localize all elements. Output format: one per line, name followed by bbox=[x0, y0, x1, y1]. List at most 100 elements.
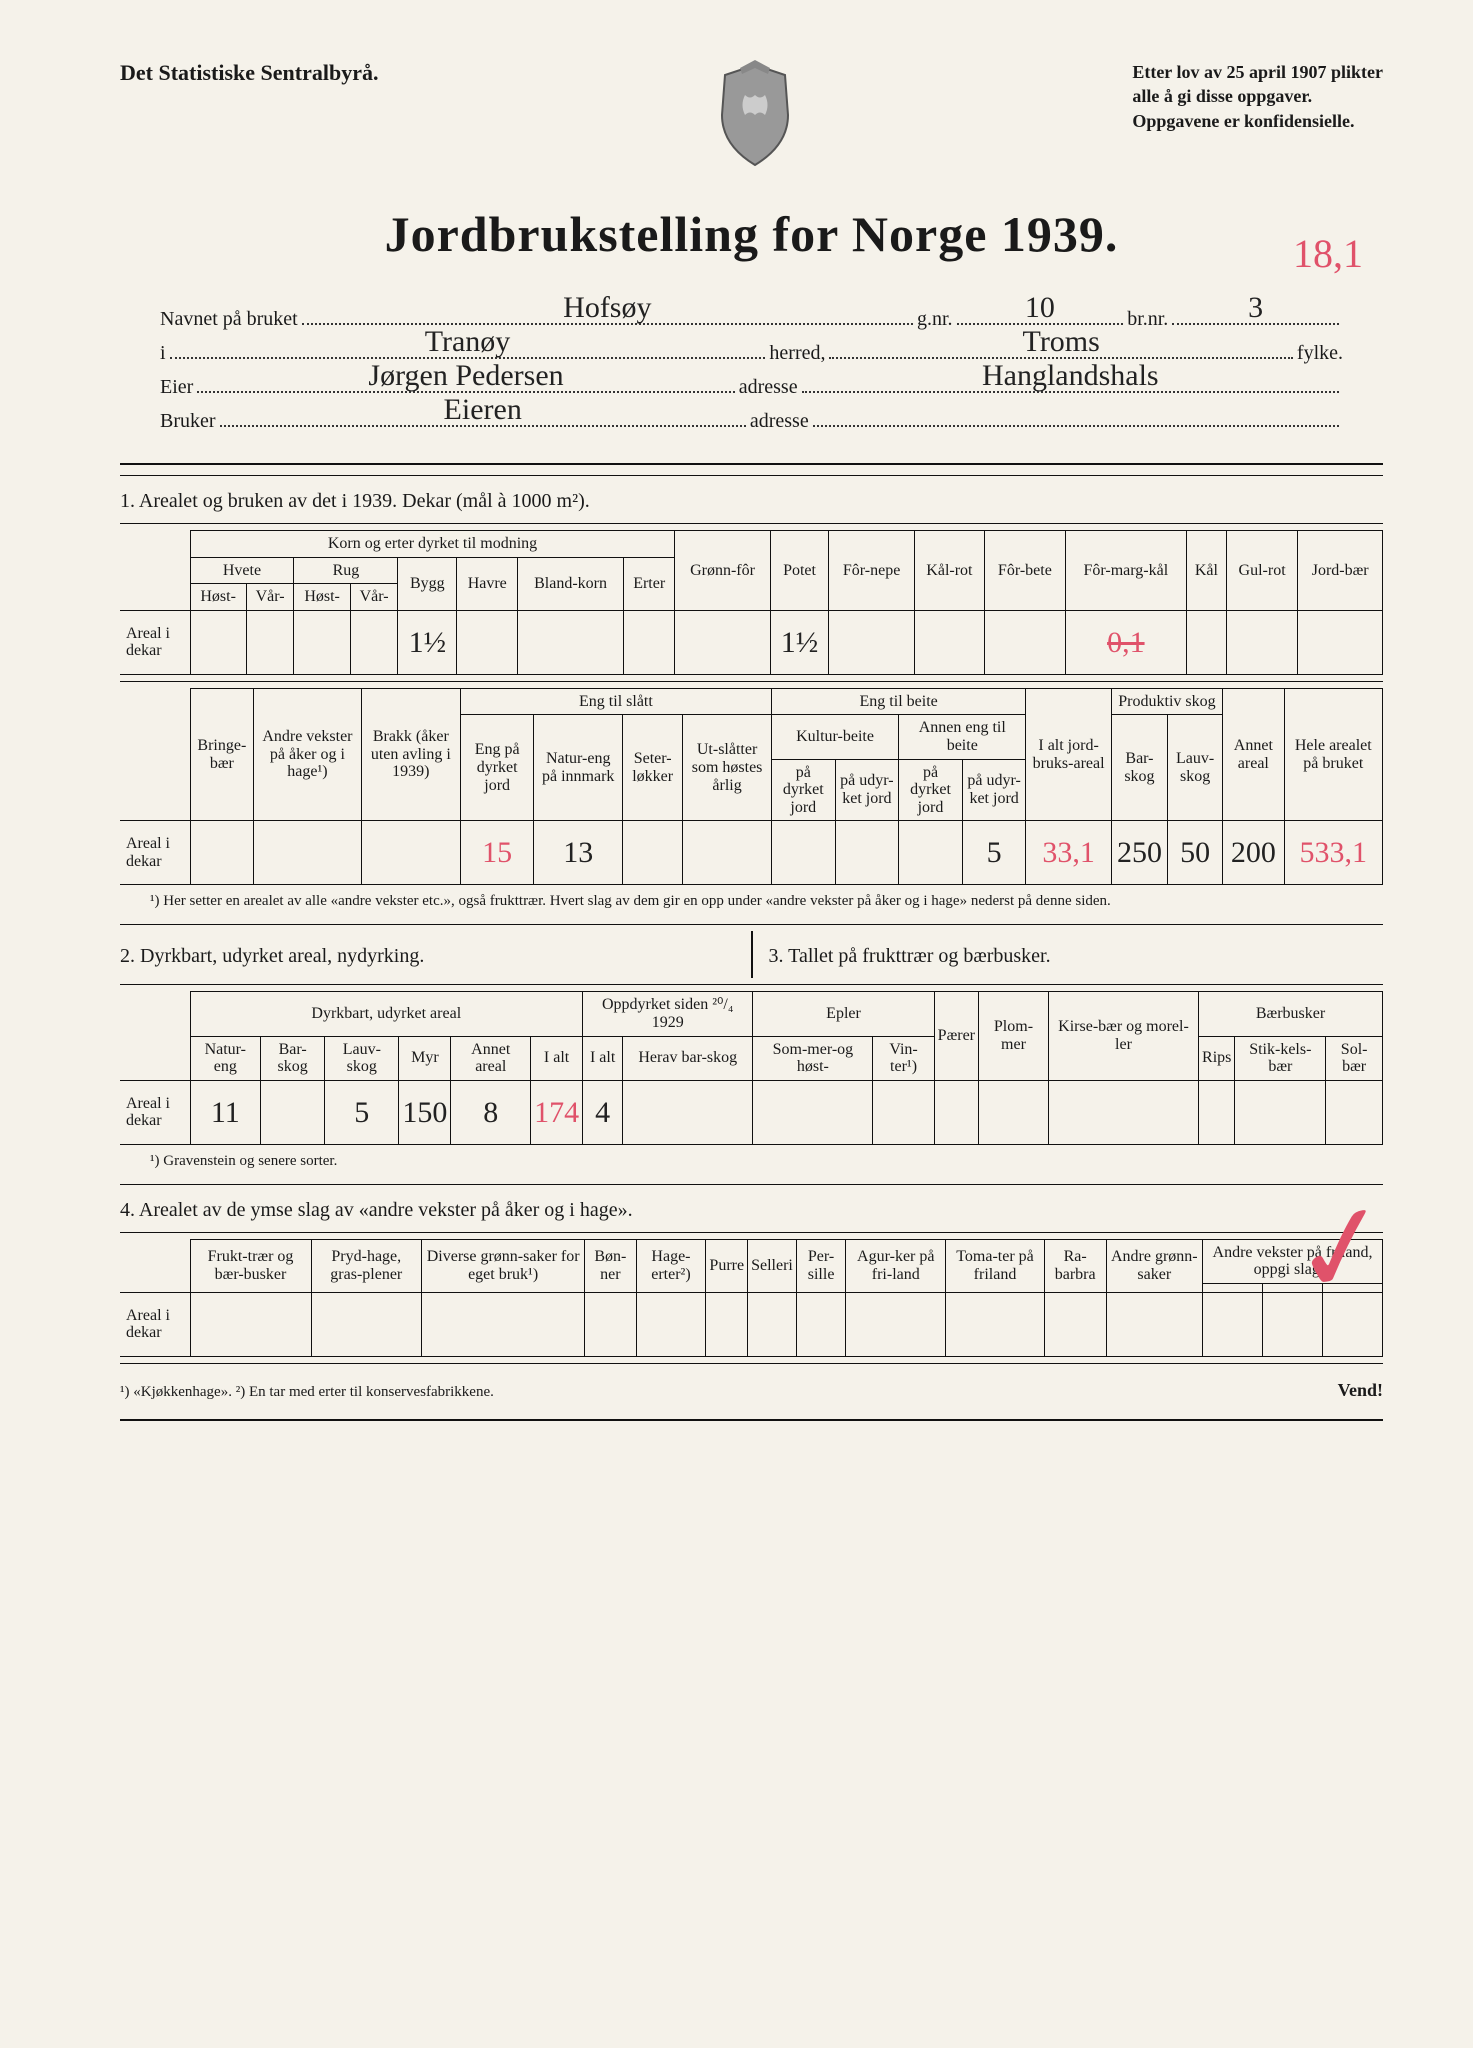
th-oppdyrket: Oppdyrket siden ²⁰/₄ 1929 bbox=[583, 992, 753, 1036]
law-note: Etter lov av 25 april 1907 plikter alle … bbox=[1132, 60, 1383, 133]
th-bonner: Bøn-ner bbox=[585, 1239, 636, 1292]
th-baerbusker: Bærbusker bbox=[1199, 992, 1383, 1036]
bureau-name: Det Statistiske Sentralbyrå. bbox=[120, 60, 378, 86]
footnote-2: ¹) Gravenstein og senere sorter. bbox=[150, 1153, 1383, 1170]
th-rips: Rips bbox=[1199, 1036, 1235, 1080]
th-prodskog: Produktiv skog bbox=[1111, 688, 1222, 715]
red-annotation-top: 18,1 bbox=[1293, 230, 1363, 277]
law-line-2: alle å gi disse oppgaver. bbox=[1132, 84, 1383, 108]
th-solbaer: Sol-bær bbox=[1326, 1036, 1383, 1080]
th-paudyr2: på udyr-ket jord bbox=[962, 759, 1026, 821]
data-oppdyrket: 4 bbox=[595, 1096, 610, 1129]
th-ialt3: I alt bbox=[583, 1036, 623, 1080]
th-purre: Purre bbox=[706, 1239, 748, 1292]
th-havre: Havre bbox=[457, 557, 518, 610]
farm-info-block: Navnet på bruket Hofsøy g.nr. 10 br.nr. … bbox=[160, 303, 1343, 433]
th-natureng: Natur-eng på innmark bbox=[534, 715, 623, 821]
page-title: Jordbrukstelling for Norge 1939. bbox=[120, 205, 1383, 263]
th-hvete: Hvete bbox=[190, 557, 294, 584]
th-utslatter: Ut-slåtter som høstes årlig bbox=[683, 715, 772, 821]
th-natureng2: Natur-eng bbox=[190, 1036, 261, 1080]
data-bygg: 1½ bbox=[409, 626, 447, 659]
label-fylke: fylke. bbox=[1297, 342, 1343, 365]
th-paudyr1: på udyr-ket jord bbox=[835, 759, 899, 821]
data-annet2: 8 bbox=[483, 1096, 498, 1129]
rowlabel-4: Areal i dekar bbox=[120, 1292, 190, 1356]
data-potet: 1½ bbox=[781, 626, 819, 659]
th-lauvskog: Lauv-skog bbox=[1168, 715, 1223, 821]
data-ialt: 33,1 bbox=[1042, 836, 1095, 869]
value-navnet: Hofsøy bbox=[563, 291, 651, 325]
value-i: Tranøy bbox=[425, 325, 511, 359]
th-lauvskog2: Lauv-skog bbox=[325, 1036, 399, 1080]
data-ialt2: 174 bbox=[534, 1096, 579, 1129]
label-eier: Eier bbox=[160, 376, 193, 399]
footnote-1: ¹) Her setter en arealet av alle «andre … bbox=[150, 893, 1383, 910]
th-var2: Vår- bbox=[350, 584, 398, 611]
th-host: Høst- bbox=[190, 584, 246, 611]
data-engpa: 15 bbox=[482, 836, 512, 869]
th-heravbar: Herav bar-skog bbox=[623, 1036, 753, 1080]
th-var: Vår- bbox=[246, 584, 294, 611]
th-kal: Kål bbox=[1186, 531, 1226, 611]
th-engslatt: Eng til slått bbox=[460, 688, 771, 715]
section-2-3-row: 2. Dyrkbart, udyrket areal, nydyrking. 3… bbox=[120, 931, 1383, 978]
divider bbox=[120, 1419, 1383, 1421]
th-rug: Rug bbox=[294, 557, 398, 584]
th-host2: Høst- bbox=[294, 584, 350, 611]
th-paerer: Pærer bbox=[934, 992, 978, 1080]
th-forbete: Fôr-bete bbox=[985, 531, 1066, 611]
th-kirsebaer: Kirse-bær og morel-ler bbox=[1048, 992, 1198, 1080]
th-annet2: Annet areal bbox=[451, 1036, 531, 1080]
th-jordbaer: Jord-bær bbox=[1298, 531, 1383, 611]
th-hageerter: Hage-erter²) bbox=[636, 1239, 706, 1292]
data-natureng2: 11 bbox=[211, 1096, 240, 1129]
label-adresse2: adresse bbox=[750, 410, 809, 433]
table-section2-3: Dyrkbart, udyrket areal Oppdyrket siden … bbox=[120, 991, 1383, 1144]
crest-icon bbox=[710, 60, 800, 170]
section1-title: 1. Arealet og bruken av det i 1939. Deka… bbox=[120, 490, 1383, 513]
label-adresse: adresse bbox=[739, 376, 798, 399]
data-myr: 150 bbox=[402, 1096, 447, 1129]
th-erter: Erter bbox=[623, 557, 675, 610]
value-eier: Jørgen Pedersen bbox=[368, 359, 563, 393]
data-barskog: 250 bbox=[1117, 836, 1162, 869]
th-bringebaer: Bringe-bær bbox=[190, 688, 254, 821]
th-andrevekster: Andre vekster på åker og i hage¹) bbox=[254, 688, 362, 821]
th-fornepe: Fôr-nepe bbox=[829, 531, 914, 611]
th-engpa: Eng på dyrket jord bbox=[460, 715, 533, 821]
table-section1b: Bringe-bær Andre vekster på åker og i ha… bbox=[120, 688, 1383, 886]
rowlabel-2: Areal i dekar bbox=[120, 1080, 190, 1144]
th-blandkorn: Bland-korn bbox=[518, 557, 624, 610]
th-seter: Seter-løkker bbox=[623, 715, 683, 821]
th-plommer: Plom-mer bbox=[979, 992, 1049, 1080]
th-vinter: Vin-ter¹) bbox=[873, 1036, 934, 1080]
label-gnr: g.nr. bbox=[917, 308, 953, 331]
table-section4: Frukt-trær og bær-busker Pryd-hage, gras… bbox=[120, 1239, 1383, 1357]
section4-title: 4. Arealet av de ymse slag av «andre vek… bbox=[120, 1199, 1383, 1222]
th-brakk: Brakk (åker uten avling i 1939) bbox=[361, 688, 460, 821]
divider-thin bbox=[120, 1232, 1383, 1233]
th-dyrkbart-group: Dyrkbart, udyrket areal bbox=[190, 992, 583, 1036]
th-barskog: Bar-skog bbox=[1111, 715, 1167, 821]
divider-thin bbox=[120, 924, 1383, 925]
th-hele: Hele arealet på bruket bbox=[1284, 688, 1382, 821]
data-lauvskog: 50 bbox=[1180, 836, 1210, 869]
th-annenbeite: Annen eng til beite bbox=[899, 715, 1026, 759]
th-andregronn: Andre grønn-saker bbox=[1106, 1239, 1202, 1292]
th-ialt2: I alt bbox=[531, 1036, 583, 1080]
th-ialt: I alt jord-bruks-areal bbox=[1026, 688, 1111, 821]
th-engbeite: Eng til beite bbox=[771, 688, 1025, 715]
data-lauvskog2: 5 bbox=[354, 1096, 369, 1129]
coat-of-arms bbox=[695, 60, 815, 175]
label-herred: herred, bbox=[769, 342, 825, 365]
th-stikkels: Stik-kels-bær bbox=[1235, 1036, 1326, 1080]
th-prydhage: Pryd-hage, gras-plener bbox=[311, 1239, 422, 1292]
th-annet: Annet areal bbox=[1223, 688, 1284, 821]
rowlabel-1a: Areal i dekar bbox=[120, 610, 190, 674]
rowlabel-1b: Areal i dekar bbox=[120, 821, 190, 885]
th-selleri: Selleri bbox=[748, 1239, 797, 1292]
th-kalrot: Kål-rot bbox=[914, 531, 984, 611]
th-persille: Per-sille bbox=[796, 1239, 845, 1292]
law-line-3: Oppgavene er konfidensielle. bbox=[1132, 109, 1383, 133]
